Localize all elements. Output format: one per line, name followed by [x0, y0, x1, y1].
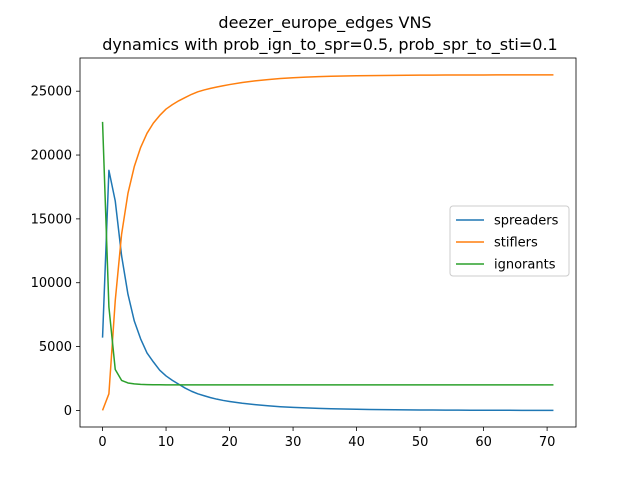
x-tick-label: 30 — [285, 435, 302, 450]
y-tick-label: 0 — [64, 404, 72, 419]
x-tick-label: 70 — [539, 435, 556, 450]
series-line-spreaders — [101, 169, 554, 412]
series-line-ignorants — [101, 121, 554, 386]
legend-label-spreaders: spreaders — [494, 214, 559, 229]
legend-label-stiflers: stiflers — [494, 236, 538, 251]
x-tick-label: 50 — [412, 435, 429, 450]
series-line-stiflers — [101, 74, 554, 411]
y-tick-label: 25000 — [31, 85, 72, 100]
y-tick-label: 20000 — [31, 149, 72, 164]
plot-frame — [79, 57, 577, 428]
y-tick-label: 10000 — [31, 276, 72, 291]
chart-title: deezer_europe_edges VNS — [218, 13, 431, 33]
legend-box — [449, 205, 570, 277]
x-tick-label: 20 — [221, 435, 238, 450]
x-tick-label: 10 — [158, 435, 175, 450]
x-tick-label: 60 — [475, 435, 492, 450]
legend-label-ignorants: ignorants — [494, 258, 556, 273]
chart-subtitle: dynamics with prob_ign_to_spr=0.5, prob_… — [102, 35, 557, 55]
x-tick-label: 0 — [98, 435, 106, 450]
y-tick-label: 15000 — [31, 212, 72, 227]
x-tick-label: 40 — [348, 435, 365, 450]
y-tick-label: 5000 — [39, 340, 72, 355]
